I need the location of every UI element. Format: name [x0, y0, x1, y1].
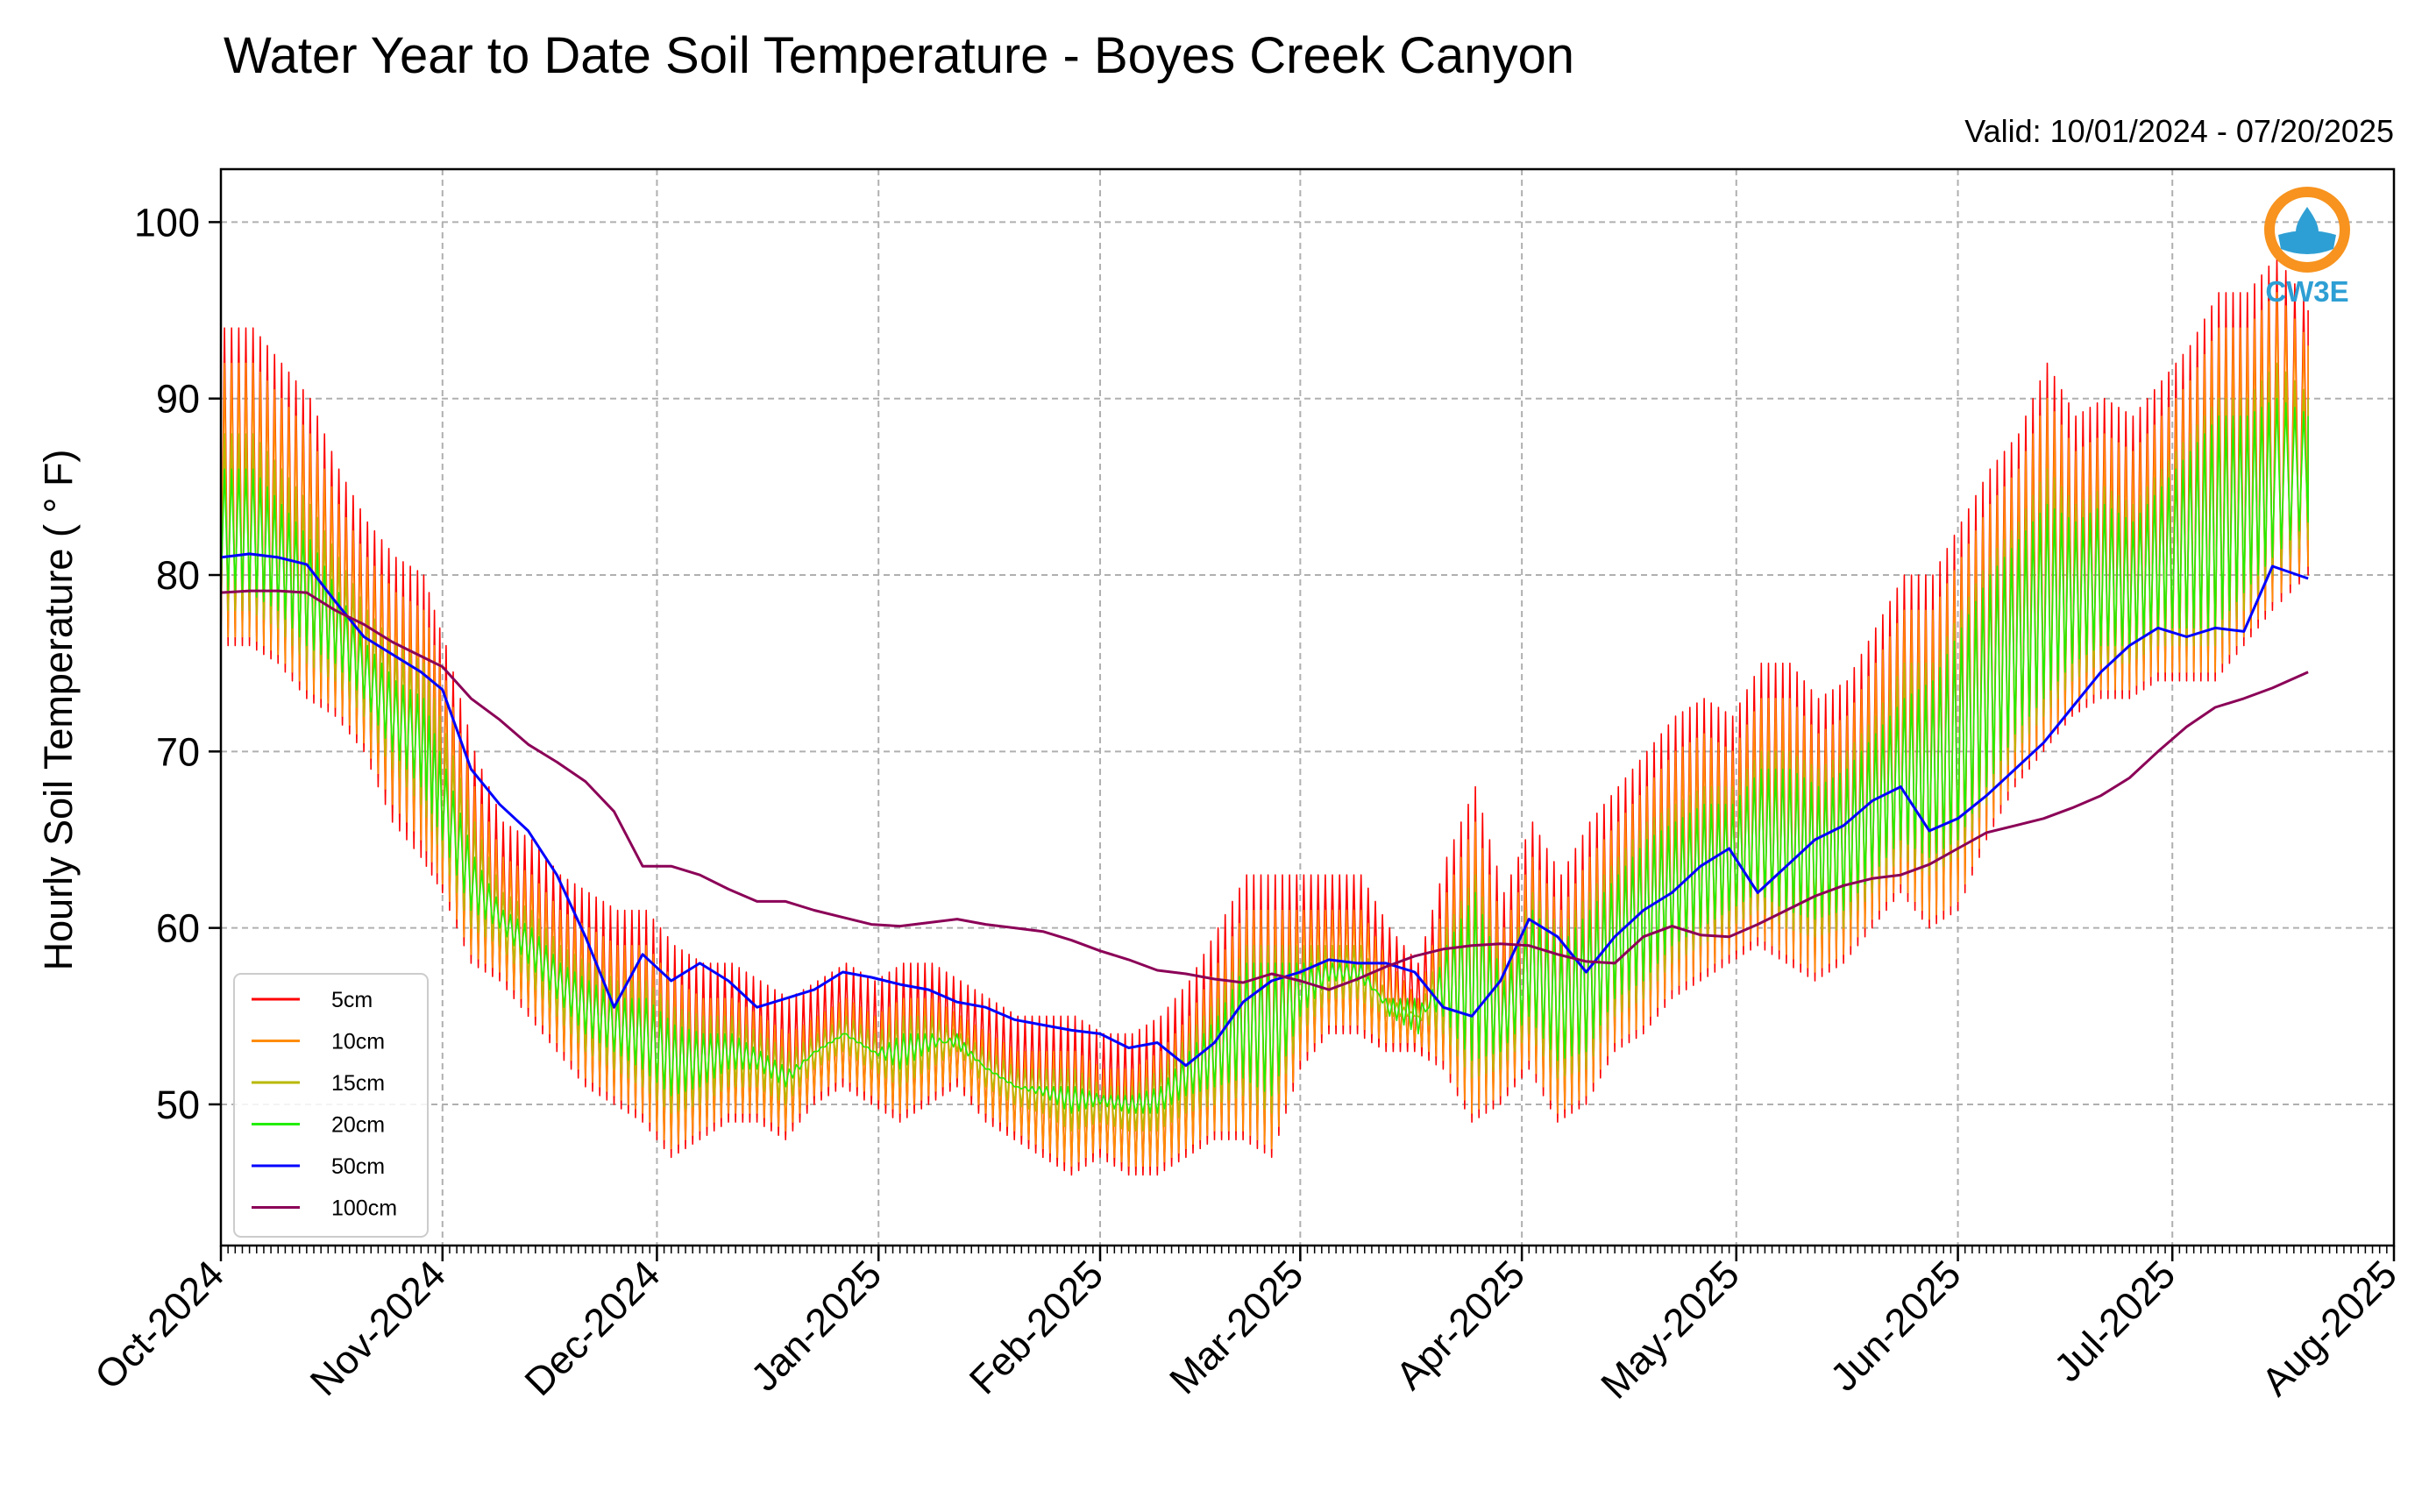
y-axis-label: Hourly Soil Temperature ( ° F) [36, 450, 81, 971]
legend-label-15cm: 15cm [331, 1071, 385, 1096]
y-tick-label: 70 [156, 729, 200, 774]
chart-subtitle: Valid: 10/01/2024 - 07/20/2025 [1964, 113, 2394, 149]
logo-text: CW3E [2265, 275, 2348, 308]
series-50cm [220, 552, 2309, 1068]
legend-label-100cm: 100cm [331, 1196, 397, 1221]
series-100cm [220, 589, 2309, 991]
y-tick-label: 80 [156, 553, 200, 598]
y-tick-label: 50 [156, 1083, 200, 1127]
y-tick-label: 60 [156, 906, 200, 951]
legend-label-5cm: 5cm [331, 988, 373, 1012]
chart-title: Water Year to Date Soil Temperature - Bo… [224, 27, 1574, 84]
legend: 5cm 10cm 15cm 20cm 50cm 100cm [233, 973, 429, 1238]
cw3e-logo: CW3E [2264, 187, 2350, 308]
logo-drop-icon [2296, 207, 2319, 244]
y-tick-label: 90 [156, 377, 200, 422]
logo-ring-icon [2264, 187, 2350, 273]
legend-label-10cm: 10cm [331, 1030, 385, 1054]
series-20cm [220, 397, 2309, 1114]
legend-label-50cm: 50cm [331, 1154, 385, 1179]
series-layer [220, 256, 2309, 1176]
grid-layer [220, 169, 2395, 1246]
legend-label-20cm: 20cm [331, 1113, 385, 1138]
y-tick-label: 100 [134, 200, 200, 245]
